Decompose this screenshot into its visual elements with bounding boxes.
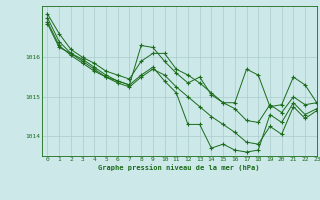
- X-axis label: Graphe pression niveau de la mer (hPa): Graphe pression niveau de la mer (hPa): [99, 164, 260, 171]
